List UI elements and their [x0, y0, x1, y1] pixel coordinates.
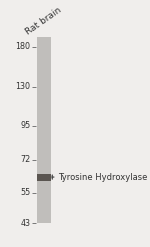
Text: 55: 55 — [20, 188, 31, 197]
Text: 43: 43 — [21, 219, 31, 227]
Bar — [37, 37, 51, 223]
Text: 95: 95 — [20, 121, 31, 130]
Text: 180: 180 — [16, 42, 31, 51]
Bar — [37, 174, 51, 181]
Text: Tyrosine Hydroxylase: Tyrosine Hydroxylase — [58, 173, 148, 182]
Text: 72: 72 — [20, 155, 31, 164]
Text: 130: 130 — [16, 82, 31, 91]
Text: Rat brain: Rat brain — [24, 5, 63, 37]
